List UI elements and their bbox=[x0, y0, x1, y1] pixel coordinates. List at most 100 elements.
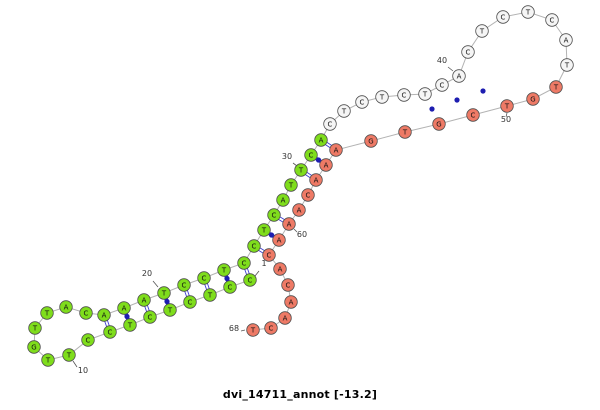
nucleotide-4 bbox=[183, 295, 197, 309]
nucleotide-57 bbox=[309, 173, 323, 187]
nucleotide-58 bbox=[301, 188, 315, 202]
nucleotide-letter-22: C bbox=[202, 274, 207, 282]
nucleotide-12 bbox=[27, 340, 41, 354]
nucleotide-letter-57: A bbox=[314, 176, 319, 184]
nucleotide-34 bbox=[337, 104, 351, 118]
pair-dot bbox=[268, 232, 275, 238]
nucleotide-6 bbox=[143, 310, 157, 324]
nucleotide-letter-55: A bbox=[334, 146, 339, 154]
nucleotide-letter-32: A bbox=[319, 136, 324, 144]
nucleotide-letter-62: C bbox=[267, 251, 272, 259]
nucleotide-letter-4: C bbox=[188, 298, 193, 306]
pair-dot bbox=[480, 88, 486, 94]
nucleotide-letter-37: C bbox=[402, 91, 407, 99]
nucleotide-letter-25: C bbox=[252, 242, 257, 250]
pair-dot bbox=[224, 275, 230, 282]
nucleotide-67 bbox=[264, 321, 278, 335]
nucleotide-5 bbox=[163, 303, 177, 317]
nucleotide-29 bbox=[284, 178, 298, 192]
nucleotide-50 bbox=[500, 99, 514, 113]
nucleotide-letter-33: C bbox=[328, 120, 333, 128]
diagram-title: dvi_14711_annot [-13.2] bbox=[222, 388, 378, 401]
nucleotide-letter-44: T bbox=[525, 8, 531, 16]
nucleotide-31 bbox=[304, 148, 318, 162]
nucleotide-65 bbox=[284, 295, 298, 309]
nucleotide-62 bbox=[262, 248, 276, 262]
nucleotide-letter-66: A bbox=[283, 314, 288, 322]
nucleotide-letter-1: C bbox=[248, 276, 253, 284]
nucleotide-letter-28: A bbox=[281, 196, 286, 204]
nucleotide-60 bbox=[282, 217, 296, 231]
nucleotide-letter-46: A bbox=[564, 36, 569, 44]
nucleotide-52 bbox=[432, 117, 446, 131]
nucleotide-25 bbox=[247, 239, 261, 253]
nucleotide-21 bbox=[177, 278, 191, 292]
nucleotide-68 bbox=[246, 323, 260, 337]
nucleotide-26 bbox=[257, 223, 271, 237]
nucleotide-letter-14: T bbox=[44, 309, 50, 317]
nucleotide-letter-45: C bbox=[550, 16, 555, 24]
nucleotide-46 bbox=[559, 33, 573, 47]
nucleotide-32 bbox=[314, 133, 328, 147]
pair-dot bbox=[454, 97, 460, 103]
nucleotide-23 bbox=[217, 263, 231, 277]
nucleotide-letter-67: C bbox=[269, 324, 274, 332]
nucleotide-letter-23: T bbox=[221, 266, 227, 274]
nucleotide-letter-27: C bbox=[272, 211, 277, 219]
nucleotide-letter-54: G bbox=[368, 137, 373, 145]
nucleotide-2 bbox=[223, 280, 237, 294]
nucleotide-letter-2: C bbox=[228, 283, 233, 291]
pair-dot bbox=[164, 298, 170, 305]
nucleotide-letter-19: A bbox=[142, 296, 147, 304]
nucleotide-3 bbox=[203, 288, 217, 302]
nucleotide-letter-20: T bbox=[161, 289, 167, 297]
nucleotide-22 bbox=[197, 271, 211, 285]
nucleotide-64 bbox=[281, 278, 295, 292]
nucleotide-14 bbox=[40, 306, 54, 320]
position-label: 1 bbox=[261, 259, 266, 268]
nucleotide-33 bbox=[323, 117, 337, 131]
nucleotide-letter-51: C bbox=[471, 111, 476, 119]
nucleotide-letter-6: C bbox=[148, 313, 153, 321]
nucleotide-letter-61: A bbox=[277, 236, 282, 244]
nucleotide-8 bbox=[103, 325, 117, 339]
nucleotide-letter-3: T bbox=[207, 291, 213, 299]
position-label: 68 bbox=[229, 324, 239, 333]
nucleotide-40 bbox=[452, 69, 466, 83]
nucleotide-39 bbox=[435, 78, 449, 92]
nucleotide-10 bbox=[62, 348, 76, 362]
nucleotide-letter-41: C bbox=[466, 48, 471, 56]
nucleotide-15 bbox=[59, 300, 73, 314]
nucleotide-51 bbox=[466, 108, 480, 122]
nucleotide-letter-8: C bbox=[108, 328, 113, 336]
nucleotide-letter-47: T bbox=[564, 61, 570, 69]
nucleotide-44 bbox=[521, 5, 535, 19]
nucleotide-letter-58: C bbox=[306, 191, 311, 199]
nucleotide-35 bbox=[355, 95, 369, 109]
nucleotide-7 bbox=[123, 318, 137, 332]
nucleotide-9 bbox=[81, 333, 95, 347]
nucleotide-48 bbox=[549, 80, 563, 94]
nucleotide-letter-56: A bbox=[324, 161, 329, 169]
nucleotide-letter-35: C bbox=[360, 98, 365, 106]
nucleotide-55 bbox=[329, 143, 343, 157]
position-tick bbox=[447, 66, 454, 72]
position-label: 40 bbox=[437, 56, 447, 65]
nucleotide-letter-68: T bbox=[250, 326, 256, 334]
nucleotide-letter-53: T bbox=[402, 128, 408, 136]
nucleotide-letter-50: T bbox=[504, 102, 510, 110]
position-tick bbox=[72, 360, 78, 368]
nucleotide-letter-60: A bbox=[287, 220, 292, 228]
nucleotide-letter-36: T bbox=[379, 93, 385, 101]
position-label: 20 bbox=[142, 269, 152, 278]
nucleotide-42 bbox=[475, 24, 489, 38]
position-tick bbox=[254, 270, 260, 277]
position-tick bbox=[240, 329, 246, 332]
nucleotide-letter-40: A bbox=[457, 72, 462, 80]
nucleotide-19 bbox=[137, 293, 151, 307]
nucleotide-53 bbox=[398, 125, 412, 139]
nucleotide-37 bbox=[397, 88, 411, 102]
nucleotide-18 bbox=[117, 301, 131, 315]
nucleotide-letter-49: G bbox=[530, 95, 535, 103]
